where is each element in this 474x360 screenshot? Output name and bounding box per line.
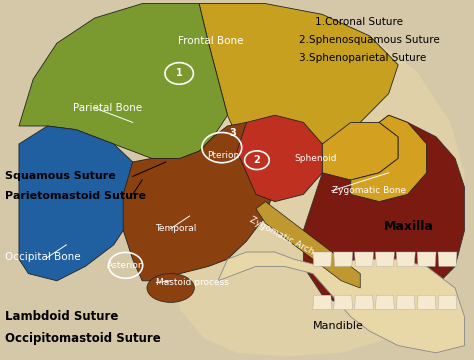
Polygon shape (171, 4, 465, 356)
Polygon shape (19, 126, 142, 281)
Text: Mastoid process: Mastoid process (156, 278, 229, 287)
Polygon shape (303, 115, 465, 310)
Text: Parietal Bone: Parietal Bone (73, 103, 143, 113)
Polygon shape (237, 115, 322, 202)
Polygon shape (375, 295, 394, 310)
Polygon shape (351, 115, 427, 202)
Text: Occipital Bone: Occipital Bone (5, 252, 81, 262)
Text: 2.Sphenosquamous Suture: 2.Sphenosquamous Suture (299, 35, 439, 45)
Text: Sphenoid: Sphenoid (294, 154, 337, 163)
Polygon shape (417, 295, 436, 310)
Text: 1.Coronal Suture: 1.Coronal Suture (315, 17, 403, 27)
Text: Zygomatic Arch: Zygomatic Arch (248, 215, 316, 257)
Polygon shape (218, 252, 465, 353)
Polygon shape (396, 252, 415, 266)
Text: 3.Sphenoparietal Suture: 3.Sphenoparietal Suture (299, 53, 426, 63)
Text: 3: 3 (229, 128, 236, 138)
Polygon shape (438, 295, 457, 310)
Text: Asterion: Asterion (107, 261, 145, 270)
Polygon shape (396, 295, 415, 310)
Polygon shape (313, 295, 332, 310)
Polygon shape (123, 122, 275, 281)
Text: Maxilla: Maxilla (384, 220, 434, 233)
Text: Frontal Bone: Frontal Bone (178, 36, 244, 46)
Polygon shape (322, 122, 398, 180)
Text: Parietomastoid Suture: Parietomastoid Suture (5, 191, 146, 201)
Polygon shape (19, 4, 228, 158)
Text: Pterion: Pterion (207, 151, 239, 160)
Text: Lambdoid Suture: Lambdoid Suture (5, 310, 118, 323)
Polygon shape (438, 252, 457, 266)
Text: Occipitomastoid Suture: Occipitomastoid Suture (5, 332, 161, 345)
Text: 1: 1 (176, 68, 182, 78)
Text: Mandible: Mandible (313, 321, 364, 331)
Polygon shape (199, 4, 398, 158)
Polygon shape (355, 252, 374, 266)
Polygon shape (375, 252, 394, 266)
Text: 2: 2 (254, 155, 260, 165)
Text: Squamous Suture: Squamous Suture (5, 171, 116, 181)
Polygon shape (355, 295, 374, 310)
Polygon shape (417, 252, 436, 266)
Ellipse shape (147, 274, 194, 302)
Polygon shape (313, 252, 332, 266)
Polygon shape (334, 252, 353, 266)
Polygon shape (256, 202, 360, 288)
Text: Zygomatic Bone: Zygomatic Bone (332, 186, 406, 195)
Polygon shape (334, 295, 353, 310)
Text: Temporal: Temporal (155, 224, 196, 233)
